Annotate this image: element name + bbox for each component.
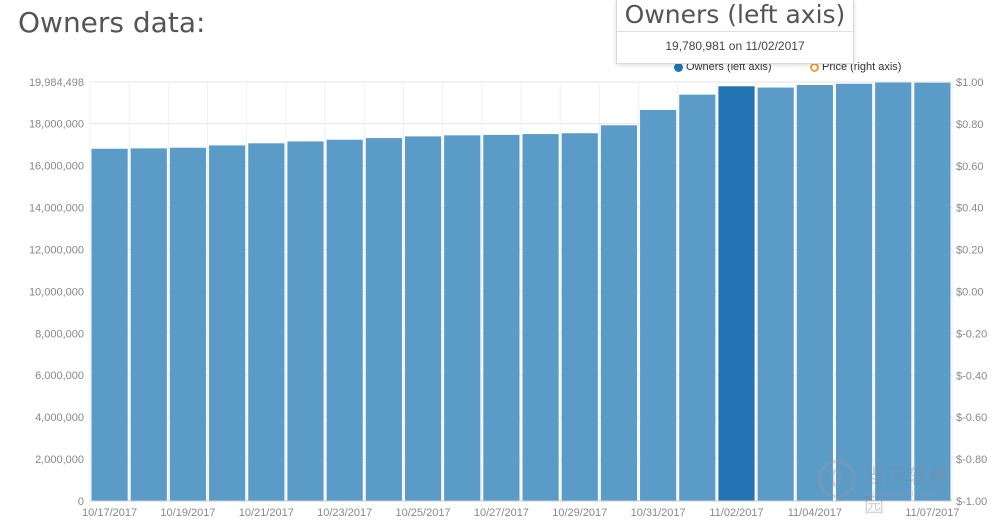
bar-10-17-2017[interactable] [91, 148, 128, 502]
x-tick-label: 11/02/2017 [709, 507, 763, 519]
y-tick-label: 6,000,000 [35, 370, 84, 382]
legend-owners-label: Owners (left axis) [686, 61, 772, 73]
bar-10-21-2017[interactable] [248, 143, 285, 501]
bar-10-24-2017[interactable] [365, 138, 402, 501]
bar-11-01-2017[interactable] [679, 94, 716, 501]
y2-tick-label: $0.20 [956, 245, 984, 257]
bars [91, 82, 951, 502]
x-tick-label: 10/21/2017 [239, 507, 294, 519]
watermark-text: 当下软件园 [864, 466, 952, 517]
bar-11-07-2017[interactable] [914, 82, 951, 501]
x-tick-label: 10/31/2017 [631, 507, 686, 519]
owners-legend-dot-icon [674, 62, 683, 72]
y-tick-label: 4,000,000 [35, 412, 84, 424]
y-tick-label: 14,000,000 [29, 202, 84, 214]
y2-tick-label: $0.80 [956, 119, 984, 131]
bar-10-20-2017[interactable] [209, 145, 246, 501]
legend-price-label: Price (right axis) [822, 61, 902, 73]
y2-tick-label: $0.40 [956, 203, 984, 215]
y2-tick-label: $-0.80 [956, 454, 987, 466]
x-tick-label: 10/19/2017 [160, 507, 215, 519]
bar-10-25-2017[interactable] [404, 136, 442, 501]
bar-10-22-2017[interactable] [287, 141, 324, 501]
y2-tick-label: $0.00 [956, 287, 984, 299]
bar-11-02-2017[interactable] [718, 86, 755, 501]
page-title: Owners data: [18, 6, 206, 39]
y2-tick-label: $-0.20 [956, 328, 987, 340]
bar-10-29-2017[interactable] [561, 133, 598, 501]
y2-tick-label: $0.60 [956, 161, 984, 173]
watermark-logo-icon [818, 460, 856, 498]
bar-11-05-2017[interactable] [835, 83, 873, 501]
y-tick-label: 16,000,000 [29, 161, 84, 173]
y-tick-label: 10,000,000 [29, 286, 84, 298]
bar-11-04-2017[interactable] [796, 85, 833, 502]
bar-10-28-2017[interactable] [522, 134, 559, 501]
x-tick-label: 10/25/2017 [396, 507, 451, 519]
x-tick-label: 10/23/2017 [317, 507, 372, 519]
bar-11-06-2017[interactable] [875, 82, 912, 501]
left-axis-labels: 0 2,000,000 4,000,000 6,000,000 8,000,000 10,… [29, 77, 84, 508]
right-axis-labels: $-1.00 $-0.80 $-0.60 $-0.40 $-0.20 $0.00 $0.20… [956, 77, 987, 508]
bar-10-27-2017[interactable] [483, 134, 520, 501]
bar-10-31-2017[interactable] [640, 109, 677, 501]
y-tick-label: 8,000,000 [35, 328, 84, 340]
bar-10-18-2017[interactable] [130, 148, 167, 501]
x-tick-label: 10/17/2017 [82, 507, 137, 519]
y-tick-label: 0 [78, 496, 84, 508]
chart-tooltip: Owners (left axis) 19,780,981 on 11/02/2… [616, 0, 854, 64]
watermark-url: www.downxia.com [864, 488, 939, 498]
bar-10-26-2017[interactable] [444, 135, 481, 502]
y2-tick-label: $-0.60 [956, 412, 987, 424]
y-tick-label: 18,000,000 [29, 119, 84, 131]
y2-tick-label: $-1.00 [956, 496, 987, 508]
tooltip-title: Owners (left axis) [617, 0, 853, 32]
watermark: 当下软件园 www.downxia.com [812, 458, 962, 517]
y2-tick-label: $-0.40 [956, 370, 987, 382]
tooltip-value: 19,780,981 on 11/02/2017 [665, 39, 805, 53]
y-tick-label: 12,000,000 [29, 244, 84, 256]
bar-10-23-2017[interactable] [326, 139, 363, 501]
x-tick-label: 11/04/2017 [788, 507, 842, 519]
bar-10-19-2017[interactable] [169, 147, 207, 501]
y-tick-label: 19,984,498 [29, 77, 84, 89]
x-tick-label: 10/27/2017 [474, 507, 529, 519]
y2-tick-label: $1.00 [956, 77, 984, 89]
x-axis-labels: 10/17/2017 10/19/2017 10/21/2017 10/23/2017… [82, 500, 960, 519]
bar-11-03-2017[interactable] [757, 87, 794, 501]
bar-10-30-2017[interactable] [600, 125, 638, 501]
x-tick-label: 10/29/2017 [552, 507, 607, 519]
y-tick-label: 2,000,000 [35, 454, 84, 466]
legend-owners[interactable]: Owners (left axis) [674, 60, 772, 74]
x-tick-label: 11/07/2017 [905, 507, 959, 519]
